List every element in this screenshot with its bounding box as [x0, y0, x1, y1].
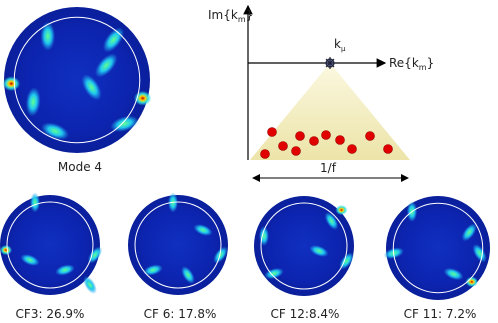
mode-maps	[0, 7, 490, 300]
ring	[6, 201, 94, 289]
width-label: 1/f	[320, 161, 337, 175]
poles	[260, 127, 393, 159]
ring	[392, 202, 484, 294]
disk	[0, 195, 100, 295]
spot	[309, 245, 329, 257]
hot-spot	[465, 276, 479, 287]
mode-map	[0, 192, 103, 295]
spot	[20, 254, 40, 266]
mode-map	[383, 196, 490, 300]
spot	[461, 223, 477, 242]
spot	[30, 192, 40, 213]
mode-caption: CF 11: 7.2%	[404, 307, 477, 321]
spot	[95, 53, 118, 78]
spot	[472, 243, 487, 263]
ring	[13, 16, 141, 144]
mode-map	[128, 192, 228, 295]
spot	[193, 224, 213, 236]
mode-map	[254, 196, 354, 296]
spot	[55, 264, 75, 276]
hot-spot	[335, 205, 348, 215]
ring	[260, 202, 348, 290]
hot-spot	[2, 76, 21, 91]
spot	[83, 276, 97, 294]
point-label: kμ	[334, 37, 346, 53]
spot	[41, 122, 69, 140]
schematic: Im{km} Re{km} kμ 1/f	[208, 4, 434, 182]
spot	[213, 246, 228, 264]
im-axis-label: Im{km}	[208, 8, 253, 24]
spot	[87, 246, 103, 264]
mode-caption: CF 6: 17.8%	[144, 307, 217, 321]
spot	[81, 74, 102, 101]
mode-caption: Mode 4	[58, 160, 102, 174]
spot	[40, 21, 56, 51]
spot	[143, 264, 163, 276]
hot-spot	[0, 245, 12, 255]
spot	[181, 266, 195, 284]
ring	[134, 201, 222, 289]
spot	[324, 212, 339, 230]
spot	[25, 87, 41, 117]
mode-caption: CF 12:8.4%	[271, 307, 340, 321]
mode-caption: CF3: 26.9%	[16, 307, 85, 321]
disk	[128, 195, 228, 295]
re-axis-label: Re{km}	[389, 56, 434, 72]
disk	[4, 7, 150, 153]
star	[324, 57, 336, 69]
mode-map	[2, 7, 152, 153]
spot	[443, 267, 464, 281]
